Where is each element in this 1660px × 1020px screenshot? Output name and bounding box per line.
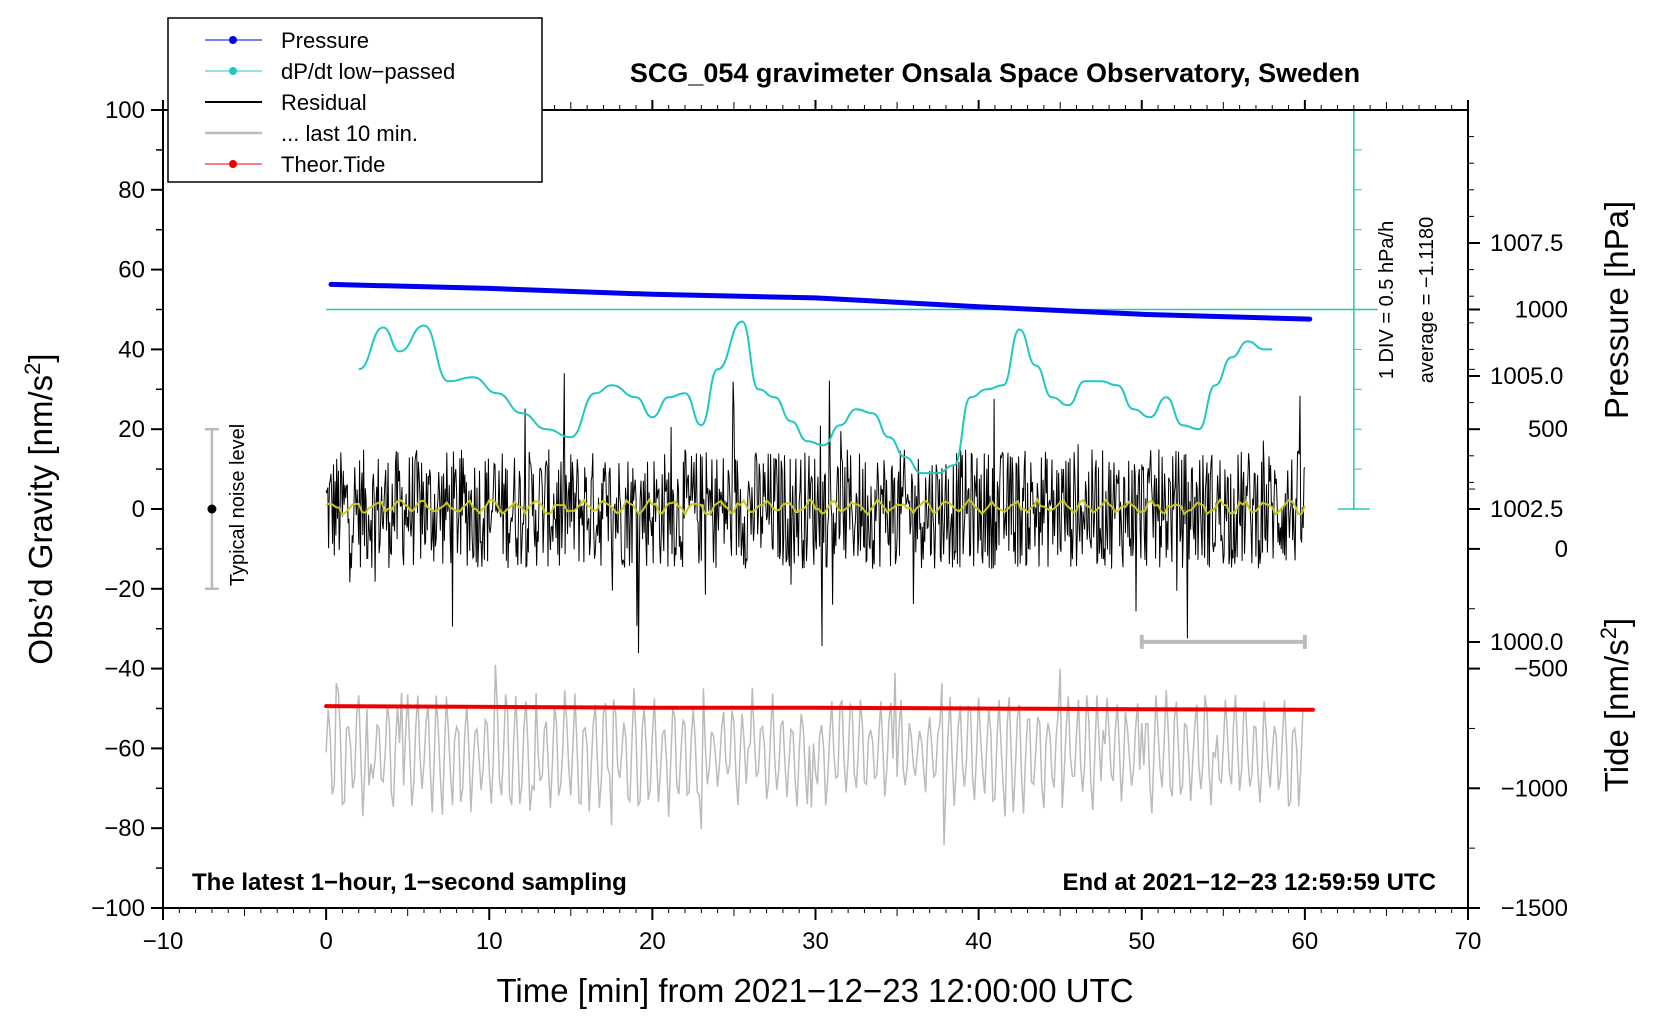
y-tick-label: −20	[104, 576, 145, 603]
x-tick-label: 10	[476, 928, 503, 955]
y-axis-title-left: Obs’d Gravity [nm/s2]	[20, 353, 59, 664]
chart-title: SCG_054 gravimeter Onsala Space Observat…	[630, 58, 1360, 88]
legend-item: dP/dt low−passed	[205, 59, 455, 84]
y-tick-label: −40	[104, 656, 145, 683]
note-right: End at 2021−12−23 12:59:59 UTC	[1062, 869, 1436, 896]
div-label: 1 DIV = 0.5 hPa/h	[1376, 221, 1398, 379]
x-tick-label: −10	[143, 928, 184, 955]
residual-line	[325, 373, 1306, 654]
legend-label: dP/dt low−passed	[281, 59, 455, 84]
dpdt-line	[358, 320, 1273, 475]
pressure-line	[328, 281, 1313, 322]
pressure-tick-label: 1005.0	[1490, 363, 1563, 390]
legend-label: ... last 10 min.	[281, 121, 418, 146]
y-tick-label: −80	[104, 815, 145, 842]
theoretical-tide-line	[324, 704, 1315, 712]
average-label: average = −1.1180	[1416, 217, 1438, 383]
pressure-tick-label: 1000.0	[1490, 629, 1563, 656]
x-tick-label: 0	[319, 928, 332, 955]
pressure-tick-label: 1007.5	[1490, 230, 1563, 257]
tide-tick-label: 0	[1555, 536, 1568, 563]
legend-items: Pressure dP/dt low−passed Residual ... last…	[205, 28, 455, 177]
y-axis-title-pressure: Pressure [hPa]	[1598, 201, 1635, 419]
axis-ticks: −10 0 10 20 30 40 50 60 70100806040200−20−40−60−…	[91, 97, 1568, 955]
legend-marker	[229, 67, 237, 75]
legend-label: Pressure	[281, 28, 369, 53]
y-tick-label: −60	[104, 735, 145, 762]
legend-item: Theor.Tide	[205, 152, 385, 177]
noise-bar-center	[207, 504, 217, 514]
x-axis-title: Time [min] from 2021−12−23 12:00:00 UTC	[496, 972, 1133, 1009]
pressure-tick-label: 1002.5	[1490, 496, 1563, 523]
noise-level-label: Typical noise level	[227, 424, 249, 586]
y-tick-label: 100	[105, 97, 145, 124]
tide-tick-label: 1000	[1515, 296, 1568, 323]
legend-box	[167, 17, 543, 183]
legend-item: ... last 10 min.	[205, 121, 418, 146]
legend-marker	[229, 160, 237, 168]
residual-smoothed-line	[325, 497, 1306, 517]
note-left: The latest 1−hour, 1−second sampling	[192, 869, 627, 896]
x-tick-label: 70	[1455, 928, 1482, 955]
y-tick-label: −100	[91, 895, 145, 922]
series-layer	[204, 109, 1378, 846]
legend-label: Theor.Tide	[281, 152, 385, 177]
legend: Pressure dP/dt low−passed Residual ... last…	[167, 17, 543, 183]
y-tick-label: 40	[118, 336, 145, 363]
tide-tick-label: 500	[1528, 416, 1568, 443]
y-axis-title-tide-superscript: 2	[1596, 627, 1621, 639]
y-tick-label: 20	[118, 416, 145, 443]
legend-item: Pressure	[205, 28, 369, 53]
y-tick-label: 60	[118, 257, 145, 284]
y-axis-title-tide: Tide [nm/s2]	[1596, 618, 1635, 792]
tide-tick-label: −1500	[1501, 895, 1568, 922]
legend-label: Residual	[281, 90, 367, 115]
y-axis-title-left-superscript: 2	[20, 363, 45, 375]
tide-tick-label: −500	[1514, 656, 1568, 683]
x-tick-label: 50	[1128, 928, 1155, 955]
x-tick-label: 30	[802, 928, 829, 955]
tide-tick-label: −1000	[1501, 775, 1568, 802]
x-tick-label: 40	[965, 928, 992, 955]
legend-item: Residual	[205, 90, 367, 115]
last-10-min-line	[325, 664, 1306, 846]
x-tick-label: 60	[1292, 928, 1319, 955]
y-tick-label: 80	[118, 177, 145, 204]
y-tick-label: 0	[132, 496, 145, 523]
legend-marker	[229, 36, 237, 44]
x-tick-label: 20	[639, 928, 666, 955]
